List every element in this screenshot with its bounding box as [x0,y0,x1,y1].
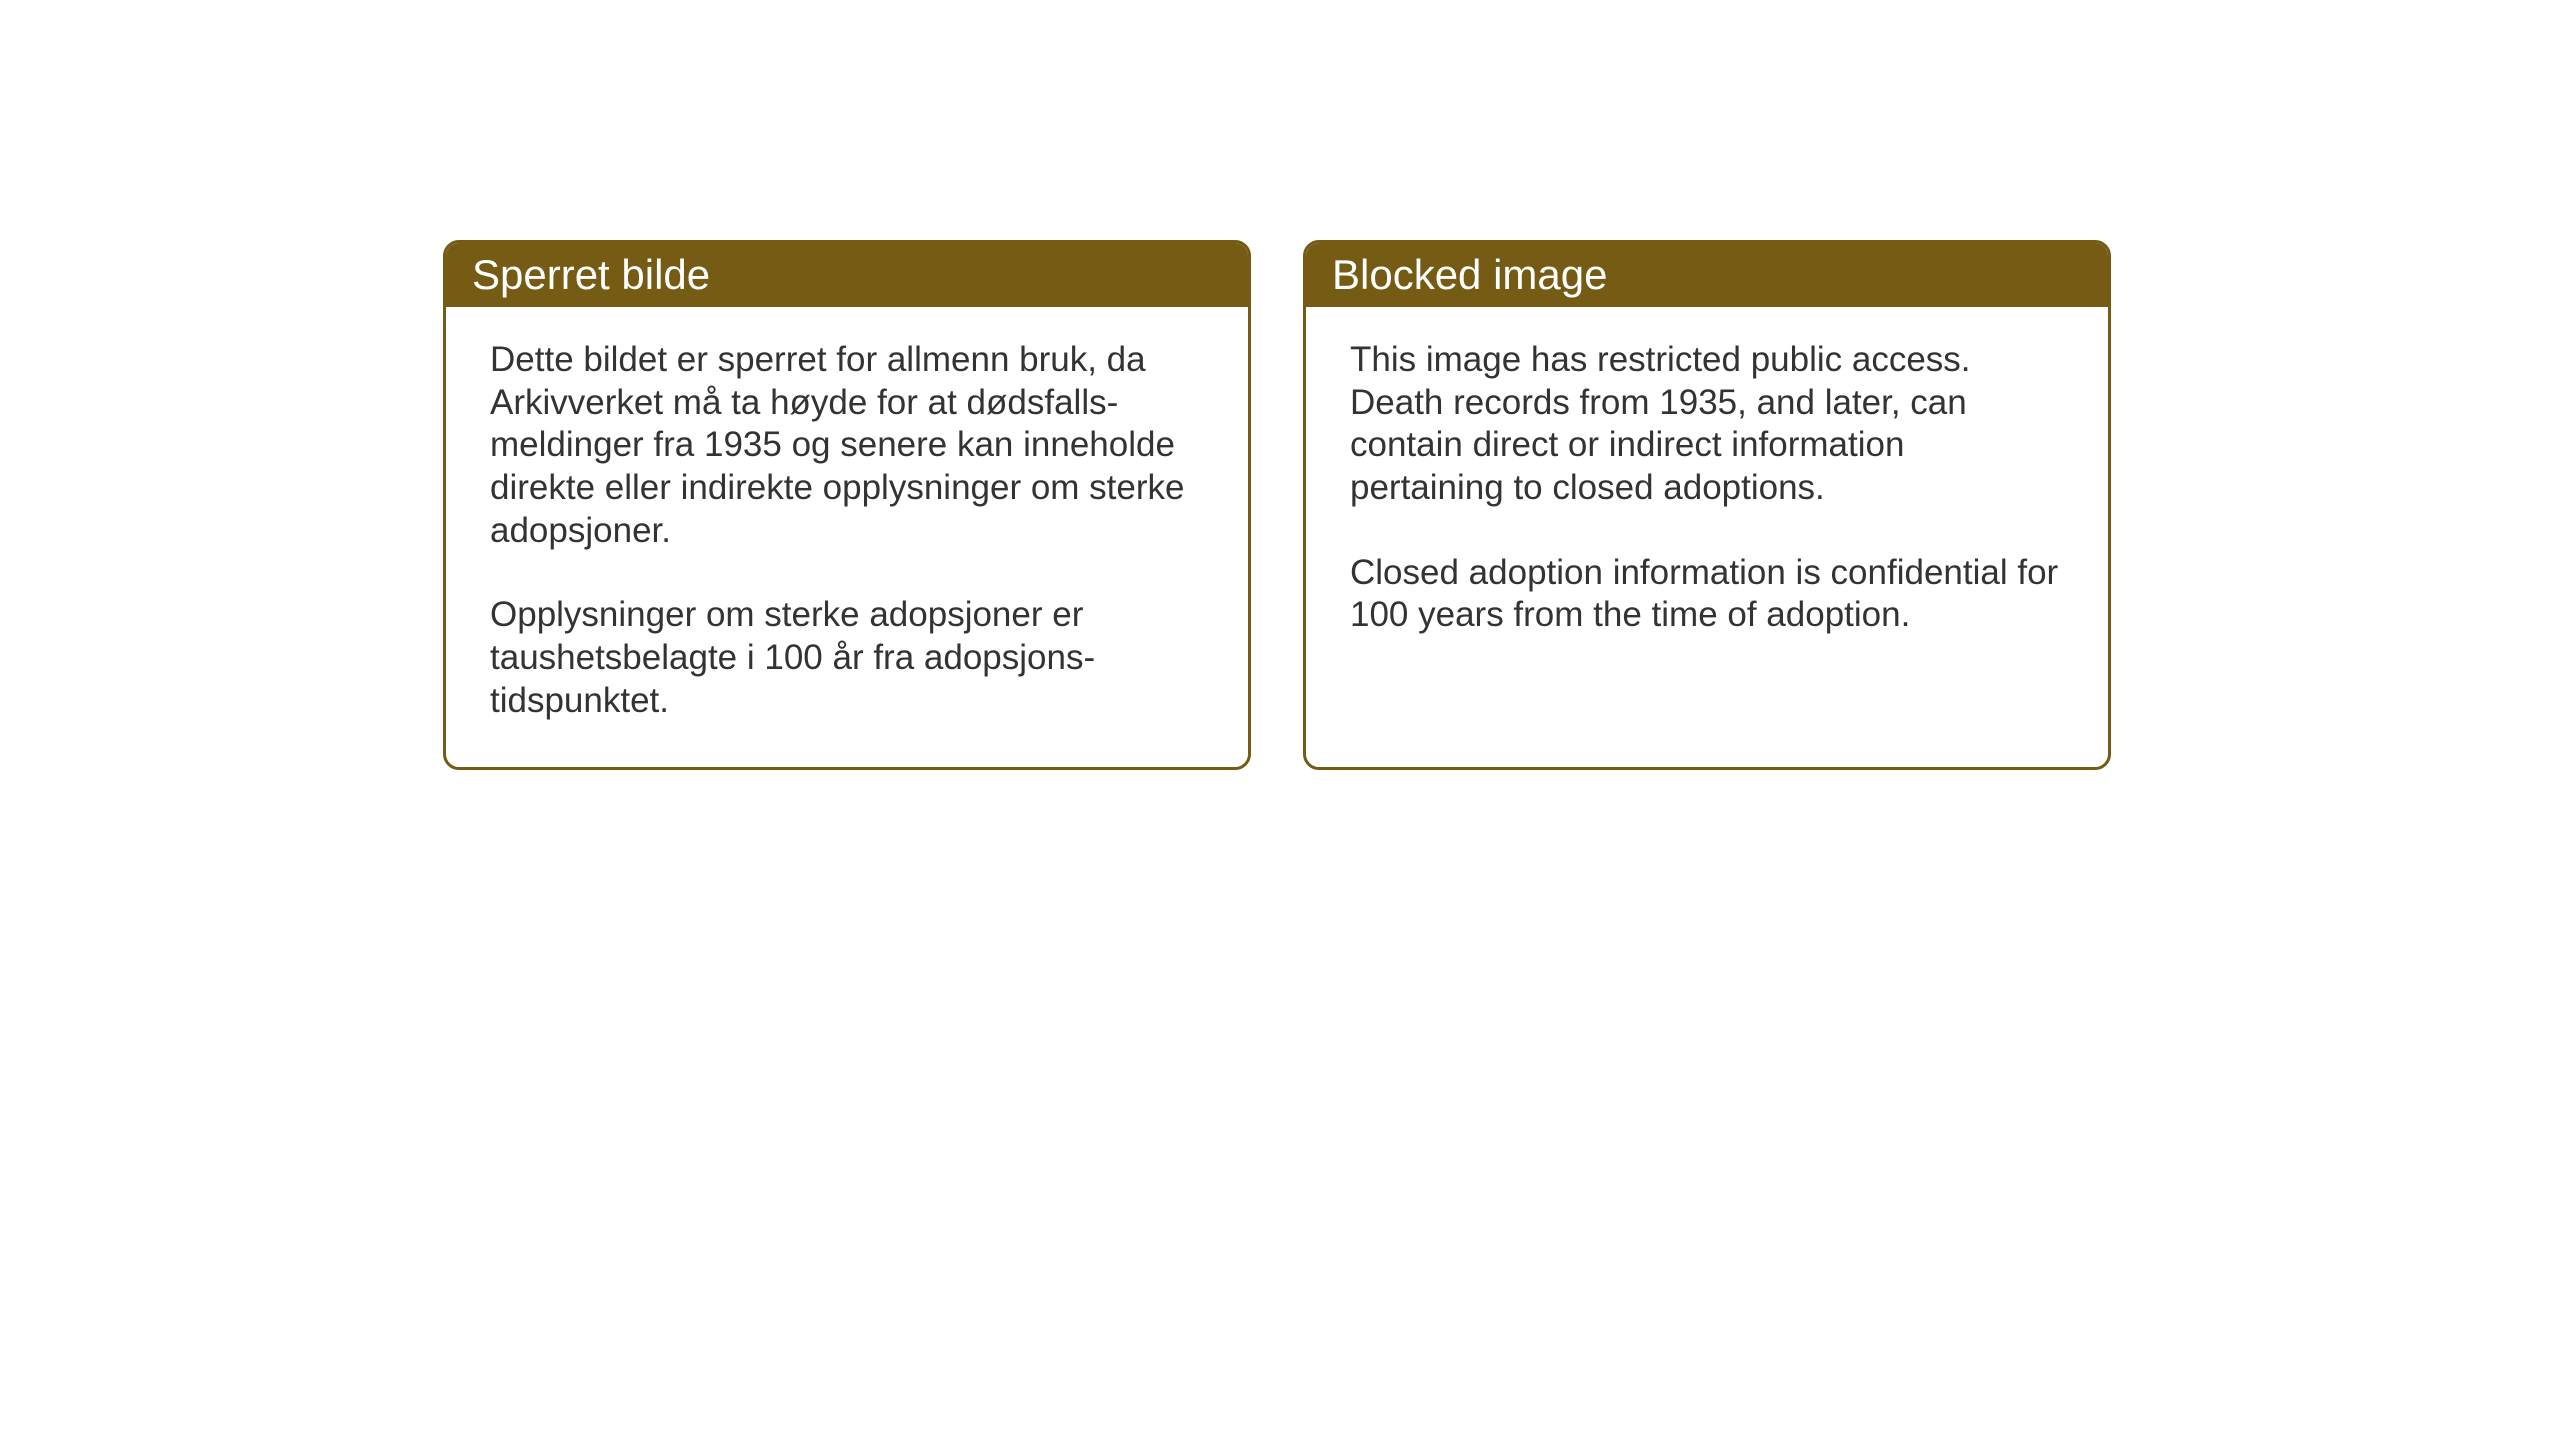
english-card-header: Blocked image [1306,243,2108,307]
english-card-body: This image has restricted public access.… [1306,307,2108,681]
english-paragraph-1: This image has restricted public access.… [1350,339,2064,510]
norwegian-card-title: Sperret bilde [472,251,710,298]
english-paragraph-2: Closed adoption information is confident… [1350,552,2064,637]
english-card: Blocked image This image has restricted … [1303,240,2111,770]
norwegian-paragraph-2: Opplysninger om sterke adopsjoner er tau… [490,594,1204,722]
norwegian-card-header: Sperret bilde [446,243,1248,307]
norwegian-card-body: Dette bildet er sperret for allmenn bruk… [446,307,1248,767]
cards-container: Sperret bilde Dette bildet er sperret fo… [443,240,2111,770]
english-card-title: Blocked image [1332,251,1607,298]
norwegian-paragraph-1: Dette bildet er sperret for allmenn bruk… [490,339,1204,552]
norwegian-card: Sperret bilde Dette bildet er sperret fo… [443,240,1251,770]
